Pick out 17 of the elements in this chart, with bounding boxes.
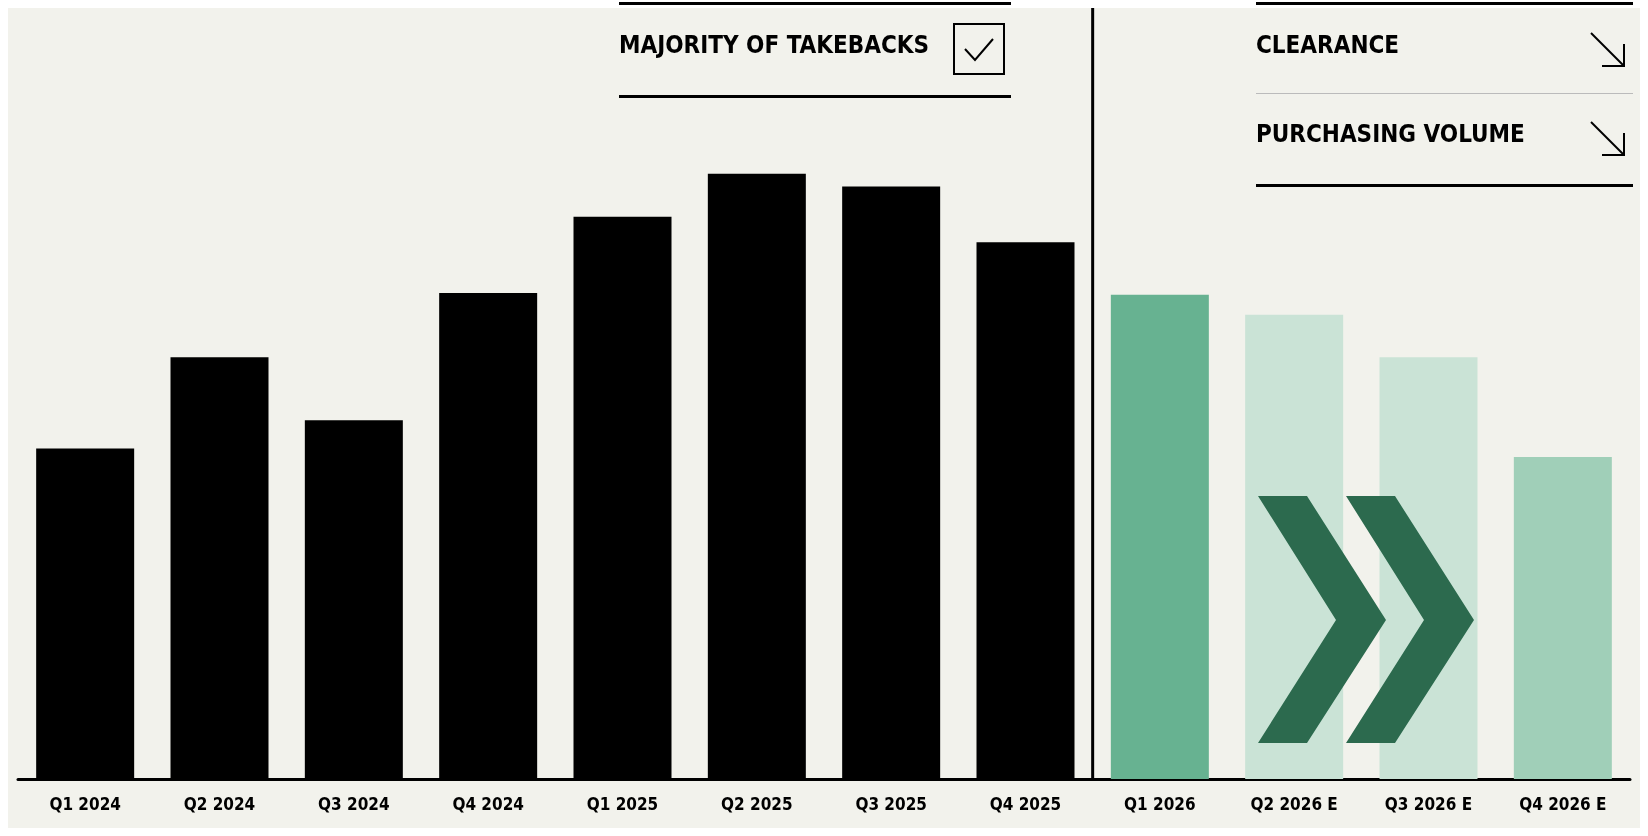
x-tick-label: Q1 2024	[49, 793, 121, 814]
x-tick-label: Q2 2025	[721, 793, 793, 814]
text: PURCHASING VOLUME	[1256, 120, 1525, 148]
x-tick-label: Q3 2025	[855, 793, 927, 814]
x-tick-label: Q2 2026 E	[1250, 793, 1338, 814]
text: MAJORITY OF TAKEBACKS	[619, 31, 930, 59]
x-tick-label: Q4 2025	[989, 793, 1062, 814]
x-tick-label: Q3 2024	[318, 793, 390, 814]
x-tick-label: Q1 2025	[586, 793, 659, 814]
x-tick-label: Q2 2024	[183, 793, 256, 814]
x-tick-label: Q4 2024	[452, 793, 524, 814]
x-tick-label: Q1 2026	[1124, 793, 1196, 814]
x-tick-label: Q4 2026 E	[1519, 793, 1607, 814]
bar	[1110, 294, 1209, 779]
bar	[1513, 457, 1612, 779]
x-tick-label: Q3 2026 E	[1384, 793, 1473, 814]
text: CLEARANCE	[1256, 31, 1400, 59]
